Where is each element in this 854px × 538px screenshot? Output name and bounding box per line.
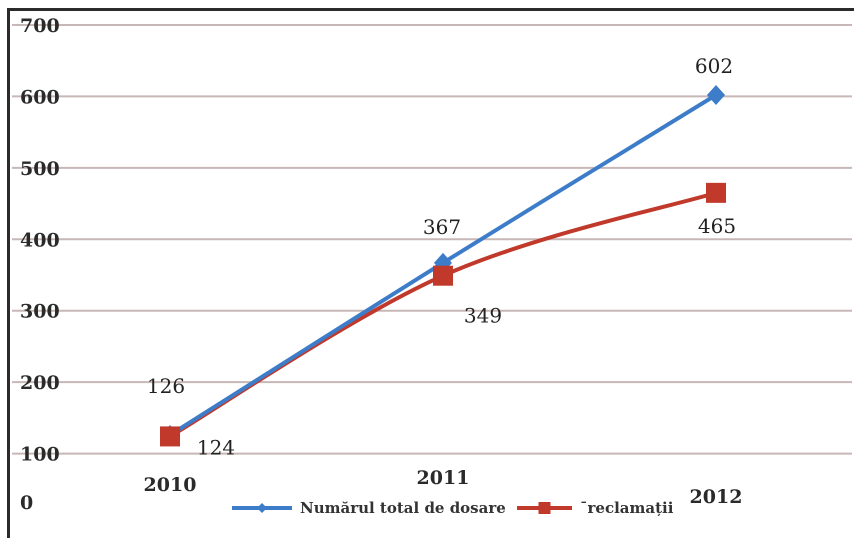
legend-marker [257,503,267,513]
data-label: 126 [147,374,185,398]
y-tick-label: 100 [20,444,60,466]
data-label: 349 [464,304,502,328]
y-tick-label: 500 [20,158,60,180]
x-tick-label: 2010 [144,474,197,496]
legend-label: ˉreclamații [580,499,674,517]
gridlines [12,23,852,455]
series-markers [160,84,726,447]
chart-frame [7,8,854,538]
data-point-marker [433,265,453,286]
data-label: 602 [695,54,733,78]
y-tick-label: 700 [20,15,60,37]
y-tick-label: 400 [20,229,60,251]
legend-marker [538,502,551,514]
data-label: 367 [423,215,461,239]
data-label: 465 [698,214,736,238]
y-axis-tick-labels: 0 100 200 300 400 500 600 700 [20,15,60,514]
x-tick-label: 2011 [417,467,470,489]
x-axis-tick-labels: 2010 2011 2012 [144,467,743,508]
data-point-marker [706,182,726,203]
x-tick-label: 2012 [690,486,743,508]
legend-label: Numărul total de dosare [300,499,506,517]
data-labels: 126 367 602 124 349 465 [147,54,736,459]
legend: Numărul total de dosare ˉreclamații [232,499,674,517]
data-point-marker [160,426,180,447]
data-label: 124 [197,435,235,459]
y-tick-label: 600 [20,86,60,108]
y-tick-label: 0 [20,492,33,514]
y-tick-label: 300 [20,301,60,323]
data-point-marker [707,84,725,105]
y-tick-label: 200 [20,372,60,394]
